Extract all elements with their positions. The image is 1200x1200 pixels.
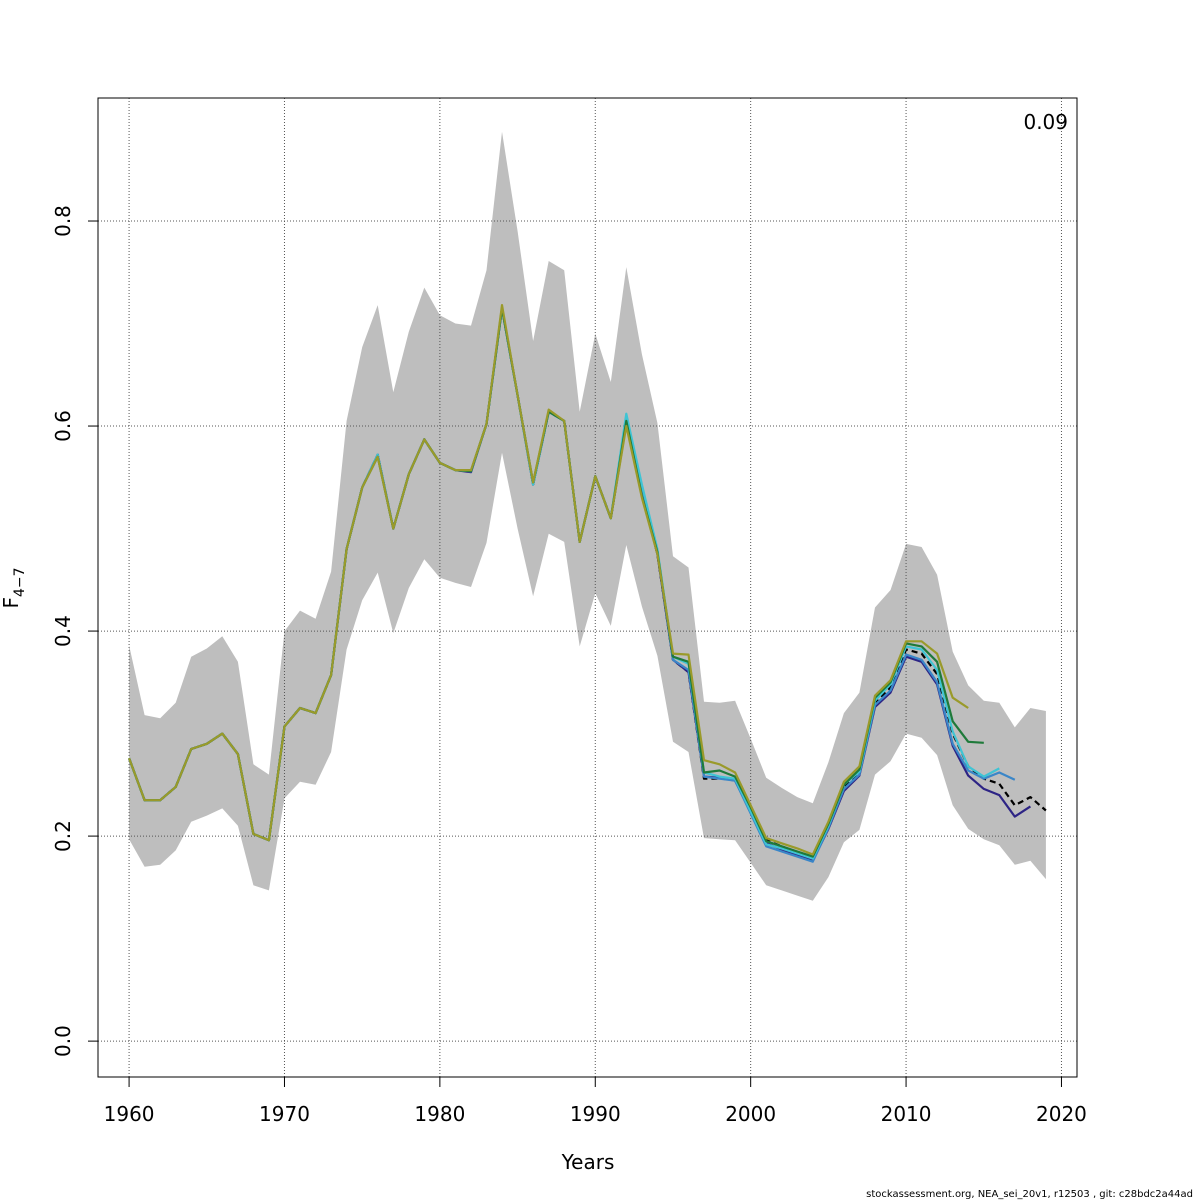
y-tick-label: 0.0 <box>51 1025 75 1057</box>
y-tick-label: 0.8 <box>51 205 75 237</box>
x-tick-label: 1970 <box>259 1102 310 1126</box>
x-tick-label: 2020 <box>1036 1102 1087 1126</box>
y-tick-label: 0.4 <box>51 615 75 647</box>
corner-value: 0.09 <box>1023 110 1068 134</box>
y-axis-title: F4−7 <box>0 567 28 608</box>
confidence-band <box>129 131 1046 901</box>
x-axis-title: Years <box>561 1150 615 1174</box>
series-layer <box>128 304 1047 863</box>
y-tick-label: 0.6 <box>51 410 75 442</box>
grid-layer <box>98 98 1077 1077</box>
confidence-band-layer <box>129 131 1046 901</box>
footer-credit: stockassessment.org, NEA_sei_20v1, r1250… <box>866 1189 1193 1200</box>
x-tick-label: 2000 <box>725 1102 776 1126</box>
y-axis-title-sub: 4−7 <box>12 567 28 597</box>
y-tick-label: 0.2 <box>51 820 75 852</box>
y-axis-title-main: F <box>0 597 23 609</box>
series-line-6 <box>128 304 969 856</box>
x-tick-label: 1990 <box>570 1102 621 1126</box>
x-tick-label: 1980 <box>414 1102 465 1126</box>
series-line-1 <box>128 307 1047 859</box>
axis-layer: 1960 1970 1980 1990 2000 2010 2020 0.0 0.2 0.4 0.6… <box>51 205 1087 1126</box>
x-tick-label: 1960 <box>104 1102 155 1126</box>
x-tick-label: 2010 <box>881 1102 932 1126</box>
y-axis-title-text: F4−7 <box>0 567 28 608</box>
